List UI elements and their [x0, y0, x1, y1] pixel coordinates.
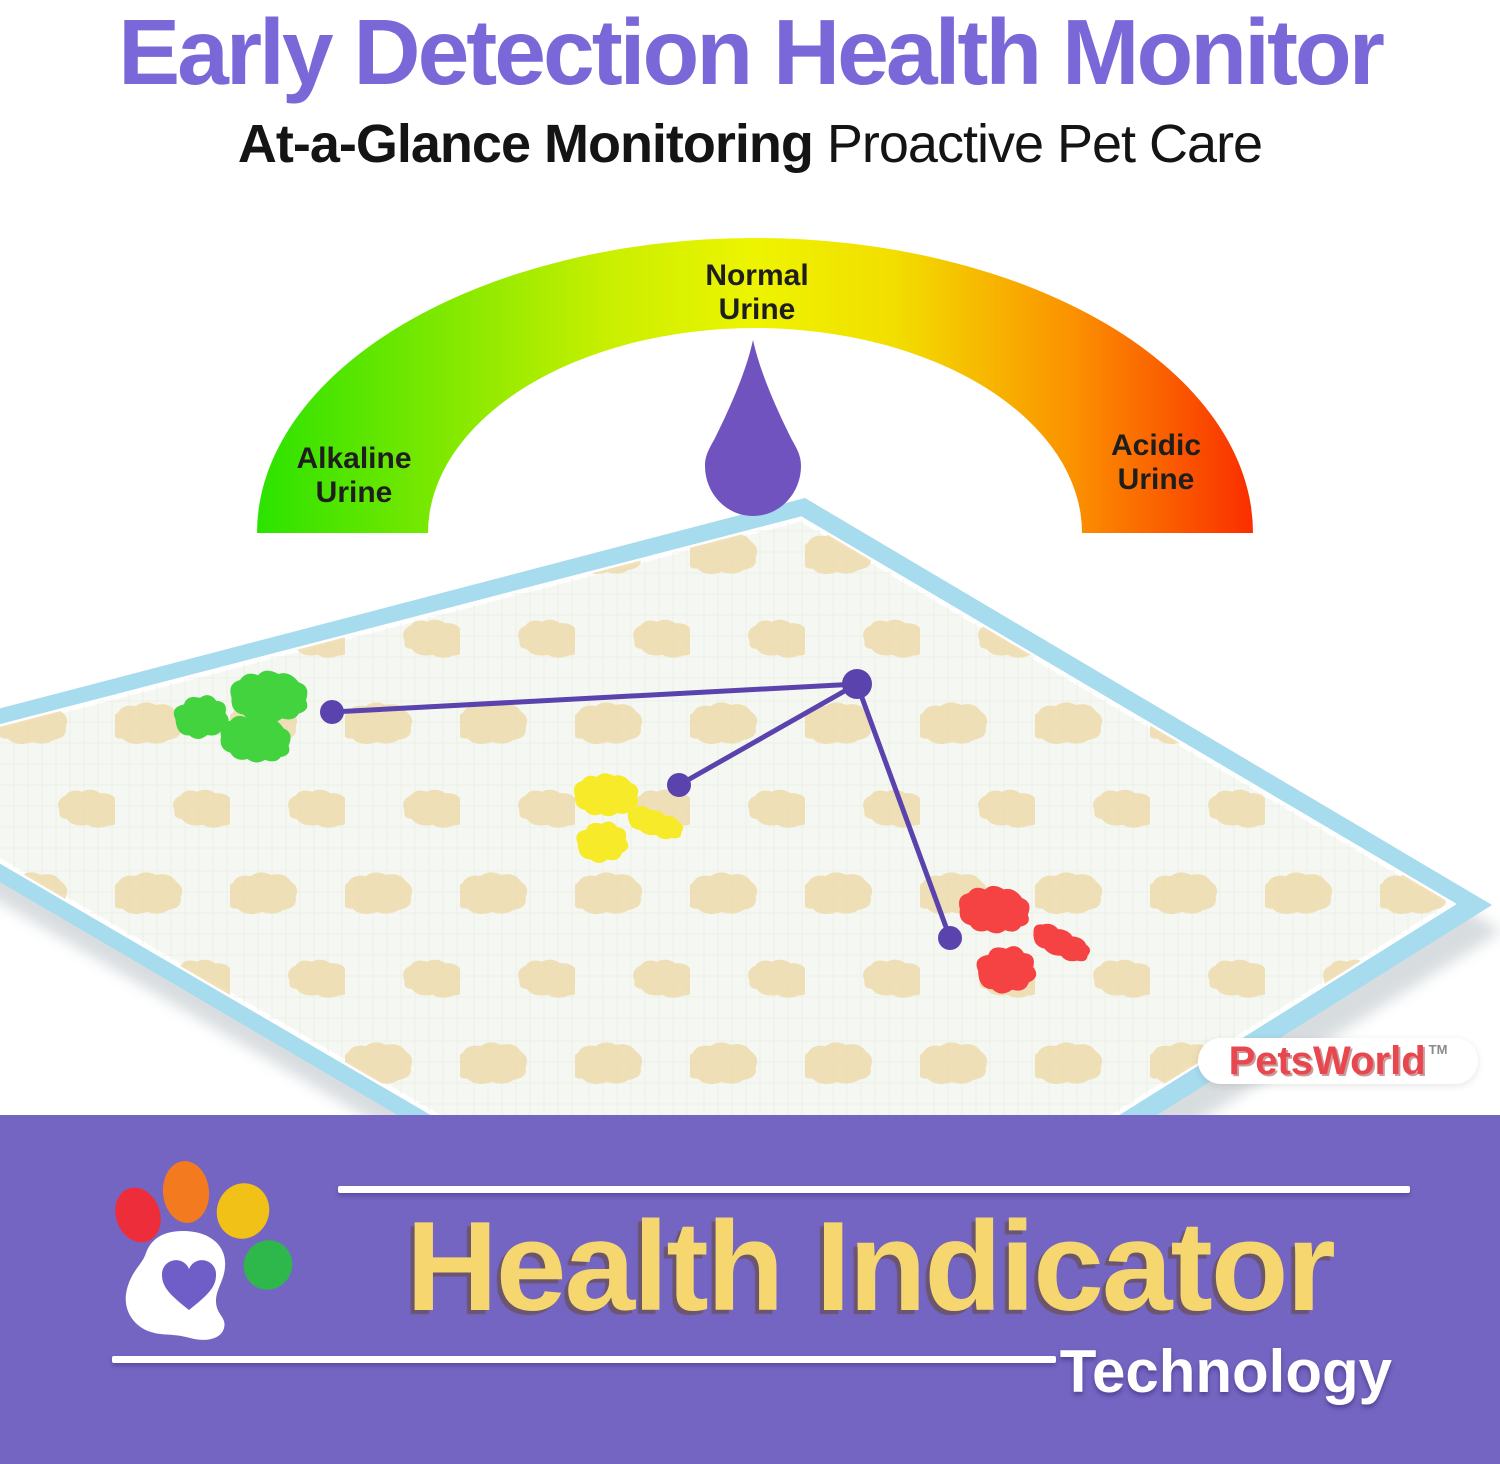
banner-top-divider — [338, 1186, 1410, 1193]
subtitle-regular: Proactive Pet Care — [812, 114, 1263, 174]
gauge-label-acidic-line2: Urine — [1118, 463, 1195, 496]
connector-dots — [320, 669, 962, 950]
gauge-label-normal-line1: Normal — [705, 259, 808, 292]
page-title: Early Detection Health Monitor — [118, 0, 1385, 104]
droplet-icon — [705, 340, 801, 516]
alkaline-spots-green — [173, 670, 308, 763]
acidic-spots-red — [958, 885, 1091, 994]
subtitle-bold: At-a-Glance Monitoring — [237, 114, 814, 174]
petsworld-brand-text: PetsWorld — [1228, 1038, 1426, 1083]
page-subtitle: At-a-Glance Monitoring Proactive Pet Car… — [0, 112, 1500, 176]
normal-spots-yellow — [573, 773, 684, 863]
bottom-banner: Health Indicator Technology — [0, 1115, 1500, 1464]
gauge-labels: Alkaline Urine Normal Urine Acidic Urine — [296, 259, 1201, 509]
banner-bottom-divider — [112, 1356, 1056, 1363]
paw-logo-icon — [115, 1161, 293, 1340]
gauge-label-alkaline-line2: Urine — [316, 476, 393, 509]
paw-heart-icon — [161, 1260, 217, 1310]
paw-toe-yellow — [216, 1183, 270, 1239]
gauge-label-acidic-line1: Acidic — [1111, 429, 1201, 462]
gauge-label-alkaline-line1: Alkaline — [296, 442, 411, 475]
petsworld-logo: PetsWorld TM — [1198, 1038, 1478, 1084]
banner-heading: Health Indicator — [406, 1195, 1336, 1337]
petsworld-tm: TM — [1428, 1041, 1448, 1057]
paw-toe-green — [243, 1240, 293, 1290]
gauge-label-normal-line2: Urine — [719, 293, 796, 326]
paw-toe-red — [115, 1187, 161, 1243]
gauge-arc — [257, 238, 1253, 533]
connector-lines — [331, 681, 953, 939]
paw-toe-orange — [162, 1161, 210, 1223]
banner-subheading: Technology — [1059, 1338, 1392, 1405]
